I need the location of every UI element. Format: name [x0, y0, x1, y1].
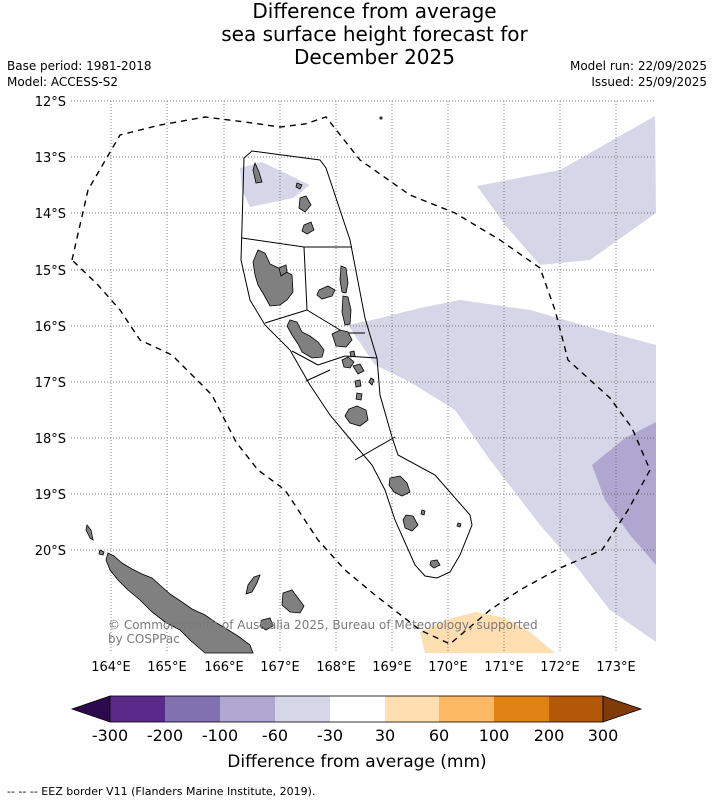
- model-name: Model: ACCESS-S2: [7, 75, 119, 89]
- lon-label: 172°E: [540, 660, 580, 675]
- lat-label: 16°S: [35, 320, 66, 335]
- colorbar-tick: -60: [262, 726, 288, 745]
- lon-label: 170°E: [428, 660, 468, 675]
- lon-label: 168°E: [316, 660, 356, 675]
- colorbar-segment: [494, 696, 549, 722]
- meta-left: Base period: 1981-2018 Model: ACCESS-S2: [7, 58, 152, 90]
- land-islands: [85, 116, 462, 654]
- lon-label: 164°E: [91, 660, 131, 675]
- espiritu-santo-island: [252, 249, 294, 307]
- title-line-1: Difference from average: [252, 0, 497, 23]
- colorbar-segment: [165, 696, 220, 722]
- lifou-island: [281, 589, 305, 614]
- copyright-line-2: by COSPPac: [108, 632, 180, 646]
- colorbar-segment: [549, 696, 603, 722]
- eez-border: [71, 116, 651, 645]
- colorbar-tick: -30: [317, 726, 343, 745]
- colorbar-high-extend: [602, 695, 643, 723]
- aneityum-island: [429, 559, 441, 569]
- colorbar-tick: 300: [588, 726, 619, 745]
- colorbar-segment: [330, 696, 385, 722]
- colorbar-segment: [110, 696, 165, 722]
- latitude-labels: 12°S 13°S 14°S 15°S 16°S 17°S 18°S 19°S …: [35, 95, 66, 559]
- eez-footnote: -- -- -- EEZ border V11 (Flanders Marine…: [7, 785, 316, 798]
- colorbar-tick: -100: [202, 726, 238, 745]
- lon-label: 167°E: [260, 660, 300, 675]
- colorbar-title: Difference from average (mm): [227, 752, 486, 772]
- new-caledonia-island: [105, 552, 254, 654]
- colorbar-tick: 30: [375, 726, 395, 745]
- lat-label: 12°S: [35, 95, 66, 110]
- colorbar-low-extend: [70, 695, 111, 723]
- colorbar-tick: 200: [534, 726, 565, 745]
- colorbar-ticks: -300 -200 -100 -60 -30 30 60 100 200 300: [92, 726, 618, 745]
- lat-label: 19°S: [35, 488, 66, 503]
- title-line-3: December 2025: [294, 45, 455, 69]
- efate-island: [344, 405, 369, 427]
- lon-label: 173°E: [596, 660, 636, 675]
- anomaly-mid-purple: [592, 422, 656, 565]
- base-period: Base period: 1981-2018: [7, 59, 152, 73]
- map-title: Difference from average sea surface heig…: [0, 0, 713, 69]
- province-boundaries: [240, 150, 473, 579]
- maewo-island: [339, 265, 349, 294]
- malakula-island: [286, 319, 325, 359]
- model-run: Model run: 22/09/2025: [569, 59, 707, 73]
- lon-label: 171°E: [484, 660, 524, 675]
- lat-label: 13°S: [35, 151, 66, 166]
- colorbar-tick: 60: [429, 726, 449, 745]
- colorbar: [70, 695, 643, 723]
- tanna-island: [402, 514, 419, 532]
- lon-label: 166°E: [204, 660, 244, 675]
- lat-label: 18°S: [35, 432, 66, 447]
- vanua-lava-island: [298, 195, 312, 213]
- copyright-line-1: © Commonwealth of Australia 2025, Bureau…: [108, 618, 538, 632]
- lon-label: 165°E: [147, 660, 187, 675]
- issued-date: Issued: 25/09/2025: [591, 75, 707, 89]
- colorbar-segment: [275, 696, 330, 722]
- epi-island: [341, 356, 355, 369]
- colorbar-tick: 100: [479, 726, 510, 745]
- colorbar-segment: [385, 696, 439, 722]
- map-area: © Commonwealth of Australia 2025, Bureau…: [71, 100, 656, 654]
- longitude-labels: 164°E 165°E 166°E 167°E 168°E 169°E 170°…: [91, 660, 636, 675]
- pentecost-island: [341, 295, 352, 326]
- lat-label: 20°S: [35, 544, 66, 559]
- meta-right: Model run: 22/09/2025 Issued: 25/09/2025: [570, 58, 707, 90]
- title-line-2: sea surface height forecast for: [221, 22, 528, 46]
- lat-label: 14°S: [35, 207, 66, 222]
- colorbar-tick: -300: [92, 726, 128, 745]
- colorbar-outline: [109, 695, 604, 723]
- anomaly-light-purple-band: [348, 300, 656, 642]
- lat-label: 17°S: [35, 376, 66, 391]
- colorbar-segment: [439, 696, 494, 722]
- erromango-island: [388, 475, 411, 497]
- anomaly-light-orange: [420, 612, 555, 653]
- lon-label: 169°E: [372, 660, 412, 675]
- colorbar-tick: -200: [147, 726, 183, 745]
- lat-label: 15°S: [35, 264, 66, 279]
- colorbar-segment: [220, 696, 275, 722]
- anomaly-light-purple-north: [477, 116, 656, 265]
